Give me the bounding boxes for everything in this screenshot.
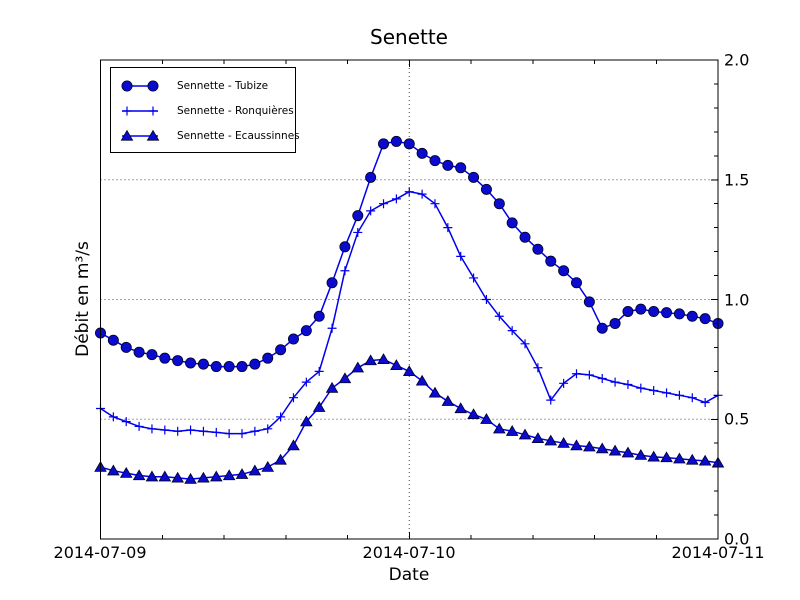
axis-ticks (100, 59, 719, 540)
legend-item-ecaussinnes: Sennette - Ecaussinnes (119, 123, 300, 148)
y-axis-label: Débit en m³/s (73, 241, 93, 357)
y-tick-label-0.5: 0.5 (724, 409, 750, 429)
legend-label-ecaussinnes: Sennette - Ecaussinnes (177, 129, 300, 142)
y-tick-label-2.0: 2.0 (724, 50, 750, 70)
legend: Sennette - Tubize Sennette - Ronquières … (110, 67, 300, 153)
gridlines (100, 60, 718, 539)
y-tick-label-0.0: 0.0 (724, 529, 750, 549)
x-tick-label-2014-07-10: 2014-07-10 (362, 543, 456, 562)
chart-title: Senette (370, 25, 448, 49)
legend-label-tubize: Sennette - Tubize (177, 79, 269, 92)
legend-label-ronquieres: Sennette - Ronquières (177, 104, 294, 117)
series-ecaussinnes (94, 353, 725, 484)
y-tick-label-1.0: 1.0 (724, 290, 750, 310)
legend-item-ronquieres: Sennette - Ronquières (119, 98, 295, 123)
legend-circle-marker-icon (121, 80, 159, 91)
x-tick-label-2014-07-09: 2014-07-09 (53, 543, 147, 562)
x-tick-label-2014-07-11: 2014-07-11 (671, 543, 765, 562)
legend-item-tubize: Sennette - Tubize (119, 73, 295, 98)
series-tubize (95, 135, 724, 373)
y-tick-label-1.5: 1.5 (724, 170, 750, 190)
x-axis-label: Date (388, 565, 430, 585)
legend-triangle-marker-icon (120, 129, 160, 141)
legend-plus-marker-icon (122, 106, 158, 115)
